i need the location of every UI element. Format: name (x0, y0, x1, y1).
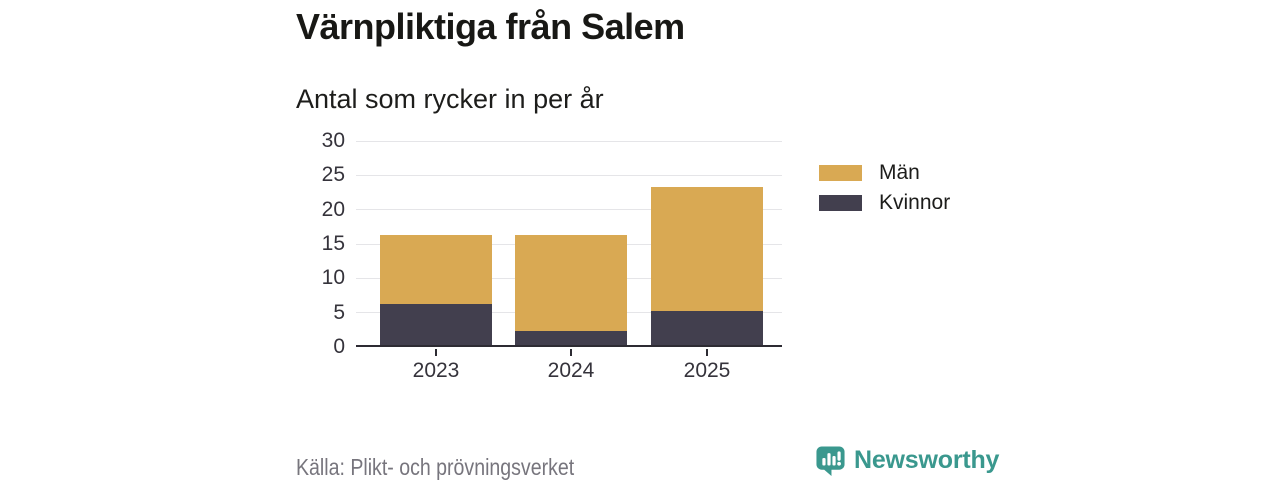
legend-label-män: Män (879, 161, 920, 184)
brand-name: Newsworthy (854, 446, 1000, 474)
bar-segment-män-2024 (515, 235, 627, 332)
x-tick-label-2025: 2025 (683, 359, 731, 382)
x-tick-2024 (570, 349, 572, 356)
gridline-25 (356, 174, 782, 176)
y-tick-label-20: 20 (321, 197, 345, 221)
x-tick-label-2023: 2023 (412, 359, 460, 382)
legend-label-kvinnor: Kvinnor (879, 191, 951, 214)
x-tick-label-2024: 2024 (547, 359, 595, 382)
y-tick-label-30: 30 (321, 129, 345, 152)
chart-title: Värnpliktiga från Salem (296, 6, 685, 47)
legend-item-kvinnor: Kvinnor (819, 188, 950, 218)
bar-segment-kvinnor-2023 (380, 303, 492, 345)
gridline-30 (356, 140, 782, 142)
legend-swatch-män (819, 165, 862, 181)
newsworthy-logo-icon (816, 446, 845, 477)
gridline-20 (356, 209, 782, 211)
legend-swatch-kvinnor (819, 195, 862, 211)
bar-segment-kvinnor-2025 (651, 310, 763, 345)
chart-subtitle: Antal som rycker in per år (296, 84, 604, 114)
y-tick-label-25: 25 (321, 163, 345, 187)
source-note: Källa: Plikt- och prövningsverket (296, 454, 575, 480)
x-tick-2025 (706, 349, 708, 356)
bar-segment-män-2025 (651, 187, 763, 311)
bar-segment-män-2023 (380, 235, 492, 304)
legend: Män Kvinnor (819, 158, 950, 218)
y-tick-label-10: 10 (321, 266, 345, 290)
y-tick-label-0: 0 (333, 335, 345, 358)
plot-area (356, 140, 782, 347)
legend-item-män: Män (819, 158, 950, 188)
x-tick-2023 (435, 349, 437, 356)
brand: Newsworthy (815, 445, 999, 477)
bar-segment-kvinnor-2024 (515, 331, 627, 345)
y-tick-label-5: 5 (333, 300, 345, 324)
y-tick-label-15: 15 (321, 232, 345, 255)
